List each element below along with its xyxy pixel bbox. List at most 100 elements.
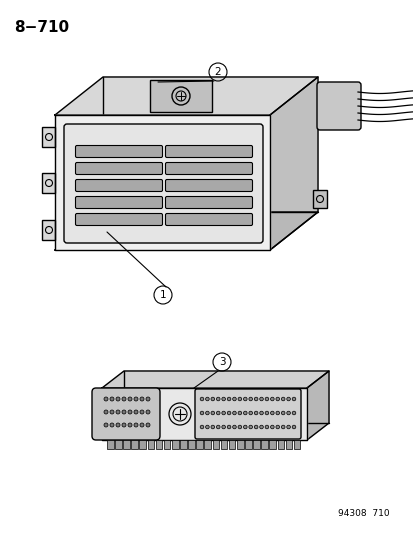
Bar [277,440,284,449]
FancyBboxPatch shape [165,214,252,225]
Circle shape [221,411,225,415]
Circle shape [243,397,247,401]
Bar [139,440,146,449]
Text: 8−710: 8−710 [14,20,69,35]
Polygon shape [102,388,306,440]
Bar [188,440,195,449]
Circle shape [122,423,126,427]
Bar [244,440,251,449]
FancyBboxPatch shape [75,180,162,191]
Circle shape [254,397,257,401]
Circle shape [140,423,144,427]
Bar [171,440,178,449]
Bar [312,190,326,208]
Circle shape [243,411,247,415]
Circle shape [211,397,214,401]
Circle shape [122,410,126,414]
Bar [131,440,138,449]
Circle shape [200,397,203,401]
Text: 2: 2 [214,67,221,77]
Bar [212,440,219,449]
Circle shape [122,397,126,401]
Circle shape [248,425,252,429]
Circle shape [254,425,257,429]
Bar [107,440,113,449]
Circle shape [140,397,144,401]
Circle shape [286,411,290,415]
Circle shape [237,397,241,401]
Bar [220,440,227,449]
Circle shape [275,411,279,415]
Bar [261,440,267,449]
Circle shape [270,425,273,429]
Circle shape [200,425,203,429]
Circle shape [259,397,263,401]
FancyBboxPatch shape [75,214,162,225]
Circle shape [248,411,252,415]
Circle shape [254,411,257,415]
Text: 3: 3 [218,357,225,367]
Circle shape [104,397,108,401]
Circle shape [232,425,236,429]
Circle shape [248,397,252,401]
Circle shape [205,397,209,401]
Bar [285,440,292,449]
Bar [236,440,243,449]
Circle shape [232,397,236,401]
FancyBboxPatch shape [165,146,252,157]
Circle shape [243,425,247,429]
Bar [228,440,235,449]
FancyBboxPatch shape [64,124,262,243]
Polygon shape [269,77,317,250]
Circle shape [286,397,290,401]
Circle shape [205,425,209,429]
Bar [42,173,55,193]
Circle shape [275,397,279,401]
FancyBboxPatch shape [316,82,360,130]
Circle shape [221,425,225,429]
FancyBboxPatch shape [165,197,252,208]
Bar [155,440,162,449]
Circle shape [146,423,150,427]
Circle shape [227,425,230,429]
Circle shape [232,411,236,415]
Circle shape [264,411,268,415]
Circle shape [205,411,209,415]
Circle shape [275,425,279,429]
Bar [269,440,275,449]
Polygon shape [102,371,328,388]
Circle shape [227,411,230,415]
Circle shape [216,425,219,429]
FancyBboxPatch shape [195,389,300,439]
Circle shape [110,397,114,401]
Circle shape [116,423,120,427]
Circle shape [270,411,273,415]
Circle shape [116,397,120,401]
Bar [147,440,154,449]
Bar [164,440,170,449]
Polygon shape [55,77,317,115]
Circle shape [211,411,214,415]
FancyBboxPatch shape [165,180,252,191]
Bar [253,440,259,449]
Bar [115,440,121,449]
Circle shape [292,425,295,429]
Circle shape [264,397,268,401]
Circle shape [128,410,132,414]
Circle shape [146,410,150,414]
Circle shape [134,397,138,401]
Circle shape [281,425,284,429]
Circle shape [134,410,138,414]
Circle shape [110,423,114,427]
Circle shape [211,425,214,429]
Circle shape [140,410,144,414]
Circle shape [134,423,138,427]
Bar [42,220,55,240]
Bar [204,440,211,449]
FancyBboxPatch shape [92,388,159,440]
Circle shape [216,397,219,401]
Circle shape [216,411,219,415]
Circle shape [259,425,263,429]
Polygon shape [306,371,328,440]
Circle shape [237,411,241,415]
